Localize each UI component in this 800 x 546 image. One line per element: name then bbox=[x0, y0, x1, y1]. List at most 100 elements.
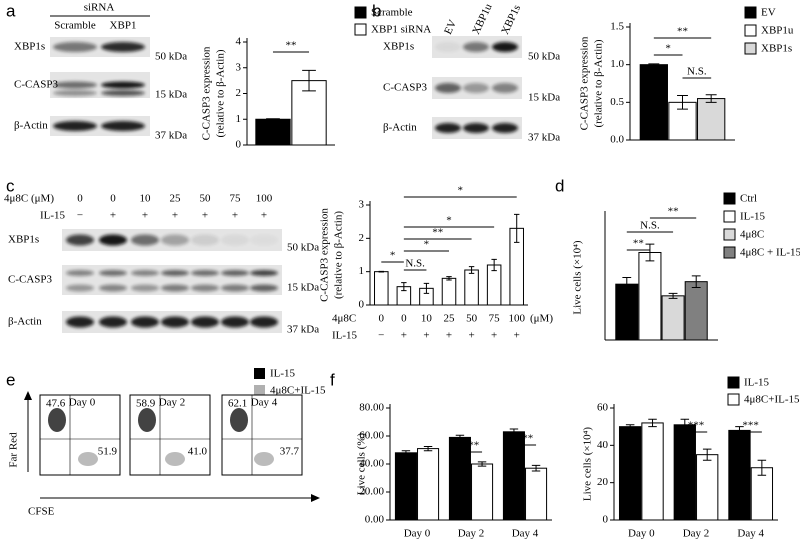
error-bar bbox=[468, 266, 475, 274]
legend-swatch bbox=[727, 393, 740, 406]
y-tick-label: 0.00 bbox=[365, 514, 385, 526]
blot-band bbox=[250, 235, 278, 246]
treatment-value: 75 bbox=[230, 193, 242, 205]
blot-band bbox=[221, 284, 249, 292]
blot-band bbox=[191, 284, 219, 292]
gate-percent: 47.6 bbox=[46, 398, 66, 410]
legend-swatch bbox=[354, 6, 367, 19]
panel-label: e bbox=[6, 370, 15, 389]
cell-cluster bbox=[254, 452, 274, 466]
legend-label: XBP1s bbox=[761, 43, 792, 55]
blot-band bbox=[101, 81, 145, 89]
blot-band bbox=[463, 42, 489, 52]
blot-band bbox=[66, 284, 94, 292]
row-label: XBP1s bbox=[383, 41, 414, 53]
legend-swatch bbox=[727, 376, 740, 389]
y-axis-title: Live cells (×10⁴) bbox=[572, 240, 584, 315]
significance-label: *** bbox=[463, 440, 480, 452]
legend-label: 4μ8C+IL-15 bbox=[270, 385, 326, 397]
treatment-value: + bbox=[261, 210, 267, 222]
y-axis-title: C-CASP3 expression bbox=[579, 36, 591, 130]
error-bar bbox=[531, 464, 541, 472]
bar bbox=[639, 64, 668, 141]
blot-band bbox=[250, 316, 278, 328]
y-axis-title: (relative to β-Actin) bbox=[333, 211, 345, 299]
row-label: C-CASP3 bbox=[8, 274, 53, 286]
significance-label: * bbox=[424, 239, 430, 251]
error-bar bbox=[702, 448, 712, 461]
error-bar bbox=[378, 270, 384, 273]
significance-label: ** bbox=[633, 238, 644, 250]
y-tick-label: 1.5 bbox=[610, 21, 624, 33]
blot-band bbox=[101, 121, 145, 131]
row-label: C-CASP3 bbox=[14, 79, 59, 91]
error-bar bbox=[266, 118, 280, 121]
legend-label: 4μ8C bbox=[740, 229, 764, 241]
legend-swatch bbox=[744, 6, 757, 19]
blot-band bbox=[101, 42, 145, 52]
legend-label: Scramble bbox=[371, 7, 413, 19]
gate-percent: 41.0 bbox=[188, 446, 208, 458]
blot-band bbox=[161, 270, 189, 276]
legend-swatch bbox=[723, 210, 736, 223]
bar bbox=[668, 101, 697, 141]
error-bar bbox=[735, 426, 744, 435]
plot-title: Day 2 bbox=[159, 397, 186, 409]
x-tick-label: 10 bbox=[421, 313, 433, 325]
axis-title: CFSE bbox=[28, 506, 55, 518]
marker-label: 15 kDa bbox=[155, 89, 187, 101]
error-bar bbox=[645, 243, 655, 262]
panel-label: a bbox=[6, 1, 16, 20]
blot-band bbox=[99, 316, 127, 328]
blot-band bbox=[53, 90, 97, 96]
bar bbox=[464, 269, 479, 306]
error-bar bbox=[509, 428, 519, 436]
x-tick-label: + bbox=[468, 330, 474, 342]
blot-band bbox=[435, 83, 461, 93]
x-tick-label: 50 bbox=[466, 313, 478, 325]
legend-label: IL-15 bbox=[270, 368, 296, 380]
error-bar bbox=[446, 276, 452, 281]
bar bbox=[684, 281, 708, 341]
x-tick-label: 0 bbox=[401, 313, 407, 325]
error-bar bbox=[677, 95, 688, 110]
bar bbox=[728, 429, 751, 521]
blot-band bbox=[131, 234, 159, 246]
treatment-value: 100 bbox=[256, 193, 273, 205]
marker-label: 50 kDa bbox=[287, 242, 319, 254]
treatment-value: + bbox=[172, 210, 178, 222]
blot-header: siRNA bbox=[84, 2, 115, 14]
blot-band bbox=[221, 316, 249, 328]
legend-label: IL-15 bbox=[740, 211, 766, 223]
legend-label: Ctrl bbox=[740, 193, 757, 205]
error-bar bbox=[455, 434, 465, 440]
treatment-value: + bbox=[202, 210, 208, 222]
significance-label: * bbox=[458, 185, 464, 197]
x-tick-label: Day 4 bbox=[512, 528, 539, 540]
bar bbox=[615, 283, 639, 341]
error-bar bbox=[757, 459, 767, 476]
y-axis-title: (relative to β-Actin) bbox=[593, 39, 605, 127]
legend-swatch bbox=[254, 385, 265, 396]
marker-label: 15 kDa bbox=[287, 282, 319, 294]
error-bar bbox=[705, 94, 717, 103]
cell-cluster bbox=[230, 408, 248, 432]
gate-percent: 51.9 bbox=[98, 446, 118, 458]
significance-label: N.S. bbox=[405, 258, 425, 270]
significance-label: ** bbox=[432, 227, 443, 239]
blot-band bbox=[435, 123, 461, 133]
legend-swatch bbox=[354, 23, 367, 36]
y-tick-label: 80.00 bbox=[359, 402, 384, 414]
x-tick-label: 100 bbox=[508, 313, 525, 325]
y-axis-title: (relative to β-Actin) bbox=[215, 49, 227, 137]
y-tick-label: 20 bbox=[597, 476, 609, 488]
row-label: XBP1s bbox=[14, 41, 45, 53]
error-bar bbox=[680, 418, 690, 431]
y-tick-label: 1 bbox=[359, 265, 365, 277]
blot-band bbox=[66, 270, 94, 276]
bar bbox=[696, 454, 719, 521]
legend-swatch bbox=[254, 368, 265, 379]
panel-label: d bbox=[555, 176, 564, 195]
significance-label: ** bbox=[286, 40, 297, 52]
y-tick-label: 0 bbox=[603, 514, 609, 526]
